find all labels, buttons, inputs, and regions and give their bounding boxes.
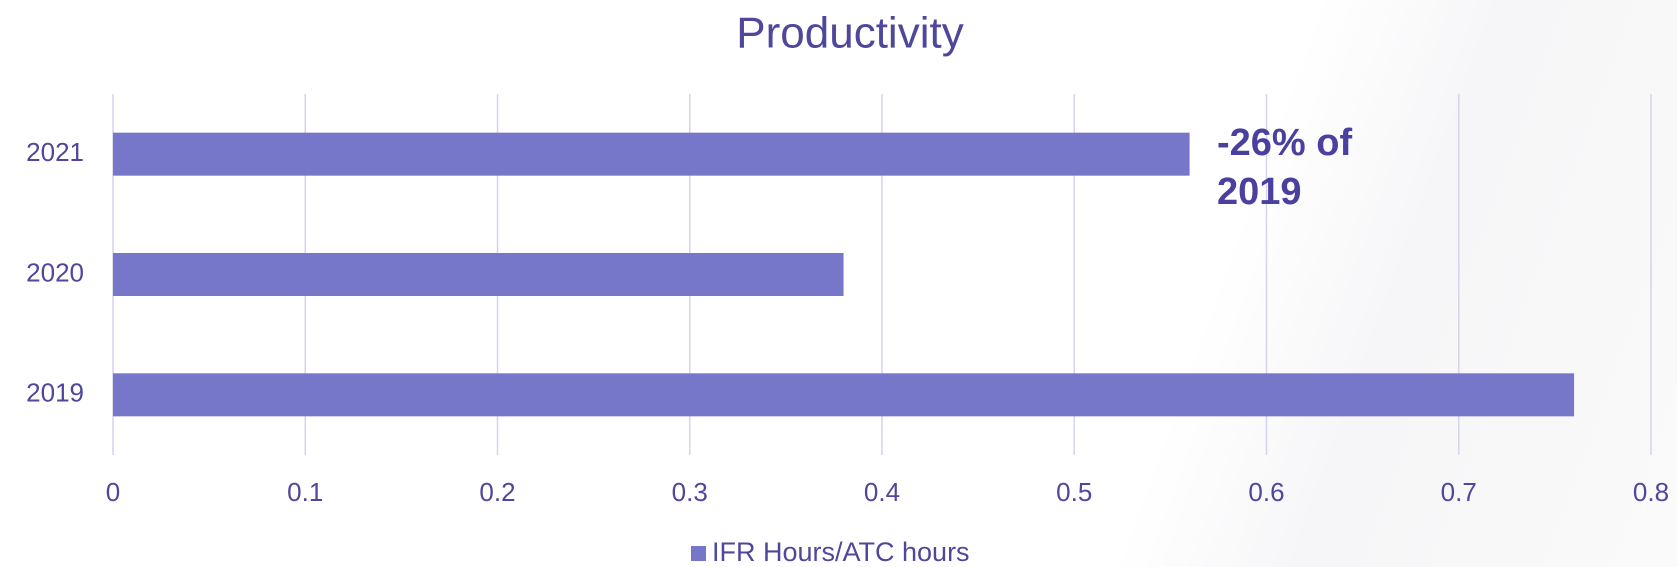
x-tick-label: 0.4 xyxy=(864,477,900,507)
x-tick-label: 0.6 xyxy=(1248,477,1284,507)
bar xyxy=(113,132,1190,176)
x-tick-label: 0.1 xyxy=(287,477,323,507)
chart-title: Productivity xyxy=(736,9,963,58)
x-tick-label: 0.5 xyxy=(1056,477,1092,507)
x-tick-label: 0 xyxy=(106,477,120,507)
y-tick-label: 2021 xyxy=(26,137,84,167)
annotation: -26% of 2019 xyxy=(1217,122,1353,213)
legend-label: IFR Hours/ATC hours xyxy=(712,537,970,567)
bar xyxy=(113,373,1575,417)
y-tick-label: 2020 xyxy=(26,257,84,287)
bar xyxy=(113,253,844,296)
y-tick-label: 2019 xyxy=(26,378,84,408)
x-tick-label: 0.3 xyxy=(672,477,708,507)
x-tick-label: 0.7 xyxy=(1441,477,1477,507)
x-tick-label: 0.8 xyxy=(1633,477,1669,507)
legend-swatch xyxy=(691,546,706,561)
x-tick-label: 0.2 xyxy=(479,477,515,507)
